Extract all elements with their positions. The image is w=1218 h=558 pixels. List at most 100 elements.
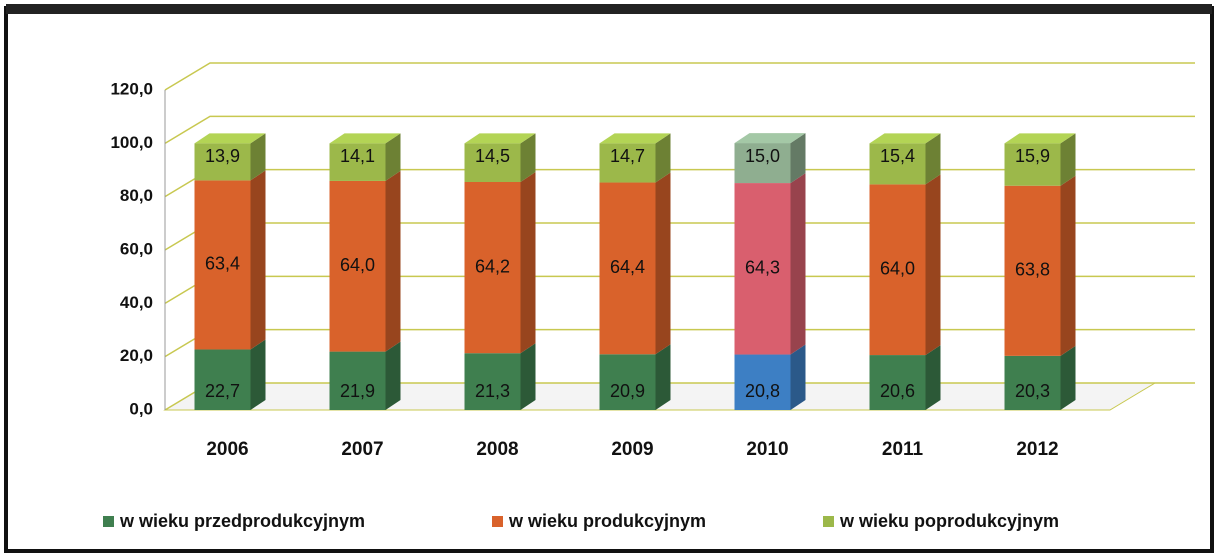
bar-front (599, 354, 656, 410)
bar-side (385, 341, 401, 410)
value-label: 15,9 (1015, 146, 1050, 166)
bar-top (464, 133, 536, 144)
value-label: 64,2 (475, 256, 510, 276)
bar-segment (869, 133, 941, 185)
bar-side (1060, 175, 1076, 356)
x-tick-label: 2008 (476, 439, 518, 460)
value-label: 63,4 (205, 254, 240, 274)
y-tick-label: 40,0 (120, 293, 153, 312)
value-label: 22,7 (205, 381, 240, 401)
bar-segment (869, 345, 941, 410)
y-tick-label: 0,0 (129, 399, 153, 418)
bar-side (790, 344, 806, 410)
bar-segment (194, 133, 266, 181)
bar-segment (734, 344, 806, 410)
bar-segment (1004, 175, 1076, 356)
bar-front (329, 180, 386, 352)
bar-side (385, 133, 401, 181)
bar-front (734, 354, 791, 410)
bar-side (250, 339, 266, 410)
bar-front (1004, 143, 1061, 186)
bar-segment (464, 172, 536, 354)
bar-front (329, 351, 386, 410)
value-label: 14,1 (340, 146, 375, 166)
value-label: 64,0 (880, 258, 915, 278)
bar-front (1004, 185, 1061, 356)
value-label: 14,7 (610, 146, 645, 166)
y-tick-label: 120,0 (110, 79, 153, 98)
bar-side (520, 172, 536, 354)
x-tick-label: 2011 (882, 439, 924, 460)
y-tick-label: 100,0 (110, 133, 153, 152)
bar-front (734, 143, 791, 184)
x-tick-label: 2010 (746, 439, 788, 460)
bar-front (1004, 355, 1061, 410)
bar-side (1060, 133, 1076, 186)
bar-side (925, 174, 941, 356)
y-tick-label: 60,0 (120, 239, 153, 258)
value-label: 64,4 (610, 257, 645, 277)
bar-front (599, 143, 656, 183)
bar-front (734, 183, 791, 355)
bar-side (250, 133, 266, 181)
bar-segment (869, 174, 941, 356)
bar-side (790, 173, 806, 355)
value-label: 64,0 (340, 255, 375, 275)
legend-label: w wieku produkcyjnym (508, 511, 706, 531)
value-label: 20,3 (1015, 381, 1050, 401)
bar-segment (599, 344, 671, 410)
value-label: 63,8 (1015, 260, 1050, 280)
bar-front (194, 349, 251, 410)
bar-side (925, 345, 941, 410)
legend-swatch (492, 516, 503, 527)
bar-segment (734, 133, 806, 184)
bar-segment (1004, 133, 1076, 186)
value-label: 20,6 (880, 381, 915, 401)
legend-label: w wieku poprodukcyjnym (839, 511, 1059, 531)
bar-front (869, 184, 926, 356)
bar-front (869, 143, 926, 185)
bar-front (194, 180, 251, 350)
y-tick-label: 20,0 (120, 346, 153, 365)
value-label: 20,9 (610, 381, 645, 401)
value-label: 13,9 (205, 146, 240, 166)
bar-side (250, 170, 266, 350)
bar-top (1004, 133, 1076, 144)
bar-side (655, 344, 671, 410)
bar-segment (194, 339, 266, 410)
value-label: 21,9 (340, 381, 375, 401)
bar-top (734, 133, 806, 144)
bar-front (464, 353, 521, 410)
value-label: 20,8 (745, 381, 780, 401)
bar-front (329, 143, 386, 181)
bar-side (655, 172, 671, 355)
frame-top (6, 4, 1212, 14)
y-tick-label: 80,0 (120, 186, 153, 205)
legend-swatch (823, 516, 834, 527)
bar-front (599, 182, 656, 355)
bar-front (464, 143, 521, 182)
bar-front (464, 182, 521, 354)
grid-line (164, 62, 1195, 91)
bar-segment (194, 170, 266, 350)
bar-side (520, 343, 536, 410)
bar-segment (599, 172, 671, 355)
bar-side (385, 170, 401, 352)
x-tick-label: 2012 (1016, 439, 1058, 460)
legend-swatch (103, 516, 114, 527)
x-tick-label: 2009 (611, 439, 653, 460)
bar-segment (599, 133, 671, 183)
bar-side (1060, 345, 1076, 410)
value-label: 14,5 (475, 146, 510, 166)
bar-segment (464, 343, 536, 410)
bar-front (194, 143, 251, 181)
x-tick-label: 2007 (341, 439, 383, 460)
bar-side (655, 133, 671, 183)
bar-side (520, 133, 536, 182)
value-label: 64,3 (745, 258, 780, 278)
legend-label: w wieku przedprodukcyjnym (119, 511, 365, 531)
bar-segment (329, 133, 401, 181)
x-tick-label: 2006 (206, 439, 248, 460)
value-label: 15,0 (745, 146, 780, 166)
